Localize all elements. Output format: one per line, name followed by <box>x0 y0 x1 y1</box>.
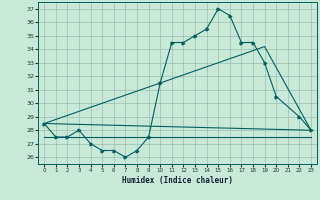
X-axis label: Humidex (Indice chaleur): Humidex (Indice chaleur) <box>122 176 233 185</box>
